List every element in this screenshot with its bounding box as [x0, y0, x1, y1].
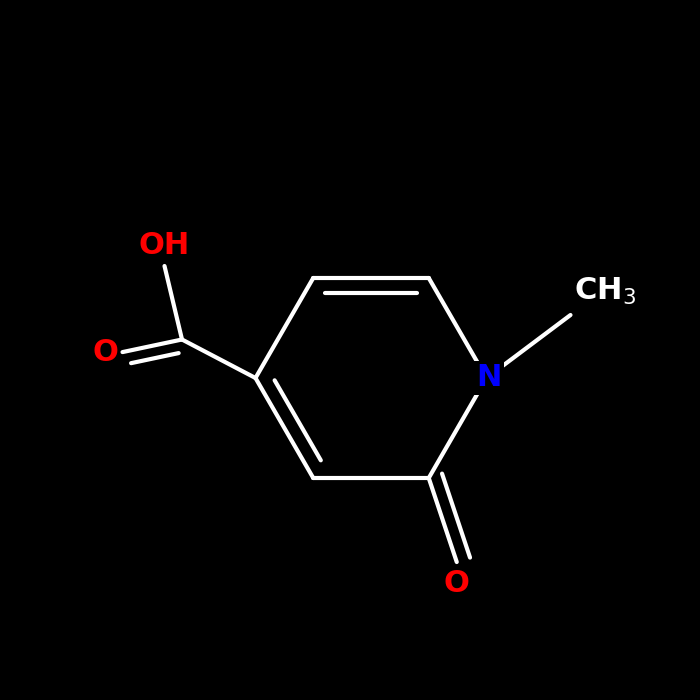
Text: CH$_3$: CH$_3$	[574, 276, 636, 307]
Text: O: O	[92, 337, 118, 367]
Text: OH: OH	[139, 230, 190, 260]
Text: N: N	[476, 363, 501, 393]
Text: O: O	[444, 568, 470, 598]
